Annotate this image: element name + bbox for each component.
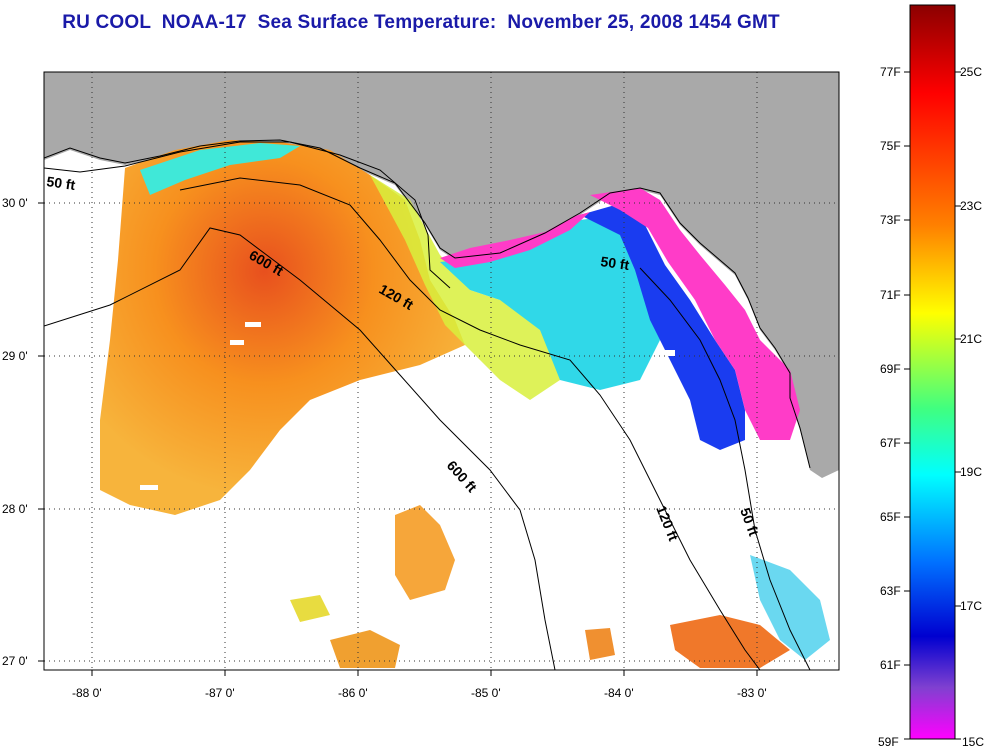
sst-south-blob-1 — [395, 505, 455, 600]
colorbar-c-label: 19C — [960, 465, 982, 479]
colorbar-f-label: 69F — [880, 362, 901, 376]
lat-tick-label: 28 0' — [2, 502, 28, 516]
sst-south-blob-5 — [290, 595, 330, 622]
sst-coldest-coastal — [590, 188, 800, 440]
sst-warm-region — [100, 140, 465, 515]
sst-mid-region — [370, 175, 560, 400]
lon-tick-label: -84 0' — [604, 686, 634, 700]
sst-south-blob-2 — [670, 615, 790, 668]
map-border — [43, 71, 840, 671]
contour-label-50ft-bigbend: 50 ft — [600, 253, 631, 273]
lat-tick-label: 27 0' — [2, 654, 28, 668]
colorbar-c-label: 23C — [960, 199, 982, 213]
cloud-patches — [140, 322, 675, 490]
colorbar-f-label: 75F — [880, 139, 901, 153]
sst-cool-region — [140, 143, 300, 195]
lat-tick-label: 30 0' — [2, 196, 28, 210]
contour-50ft-east — [639, 267, 811, 670]
colorbar-c-label: 17C — [960, 599, 982, 613]
contour-50ft-west — [44, 141, 451, 289]
lon-tick-label: -83 0' — [737, 686, 767, 700]
axis-ticks — [38, 202, 758, 676]
colorbar-f-label: 61F — [880, 658, 901, 672]
colorbar-f-label: 67F — [880, 436, 901, 450]
colorbar-f-label: 65F — [880, 510, 901, 524]
colorbar-f-label: 77F — [880, 65, 901, 79]
colorbar-ticks — [904, 71, 961, 740]
sst-coldest-west — [440, 212, 590, 268]
contour-120ft — [179, 177, 761, 670]
colorbar-c-label: 25C — [960, 65, 982, 79]
colorbar-f-label: 59F — [878, 735, 899, 749]
map-title: RU COOL NOAA-17 Sea Surface Temperature:… — [62, 12, 780, 33]
contour-600ft — [44, 227, 556, 670]
colorbar-c-label: 21C — [960, 332, 982, 346]
sst-cold-band — [580, 205, 745, 450]
colorbar-f-label: 73F — [880, 213, 901, 227]
colorbar-f-label: 63F — [880, 584, 901, 598]
contour-label-50ft-west: 50 ft — [46, 173, 77, 193]
lon-tick-label: -85 0' — [471, 686, 501, 700]
lon-tick-label: -86 0' — [338, 686, 368, 700]
lat-tick-label: 29 0' — [2, 349, 28, 363]
sst-south-blob-6 — [585, 628, 615, 660]
sst-south-blob-4 — [330, 630, 400, 668]
colorbar-c-label: 15C — [962, 735, 984, 749]
lon-tick-label: -88 0' — [72, 686, 102, 700]
coastline — [44, 139, 811, 469]
colorbar — [909, 4, 956, 740]
colorbar-f-label: 71F — [880, 288, 901, 302]
lon-tick-label: -87 0' — [205, 686, 235, 700]
land-panhandle — [44, 72, 839, 478]
